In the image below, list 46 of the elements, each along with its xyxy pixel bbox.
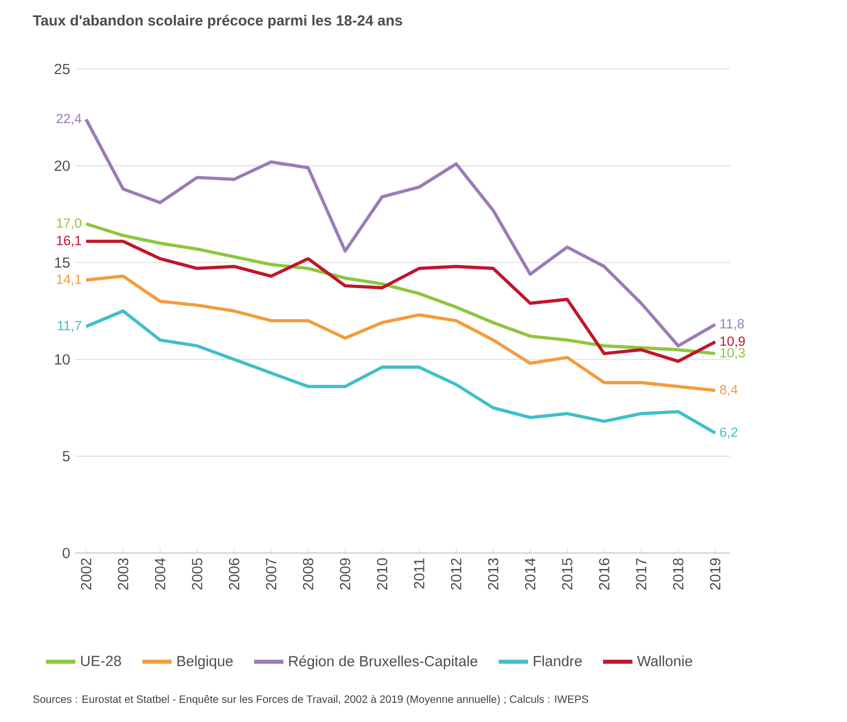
x-tick-label: 2011 xyxy=(414,558,424,589)
x-tick-label: 2017 xyxy=(636,558,646,590)
legend-label: Flandre xyxy=(534,655,582,666)
x-tick-label: 2019 xyxy=(710,558,720,590)
x-tick-label: 2010 xyxy=(376,558,388,590)
x-tick-label: 2014 xyxy=(524,558,536,590)
line-series xyxy=(84,240,717,363)
legend-label: Région de Bruxelles-Capitale xyxy=(289,655,478,670)
data-label: 14,1 xyxy=(56,274,82,286)
x-tick-label: 2008 xyxy=(302,558,314,590)
source-note: Sources : Eurostat et Statbel - Enquête sur les Forces de Travail, 2002 à 2019 (Moyenne annuelle) ; Calculs : IWEPS xyxy=(33,694,588,706)
legend-label: UE-28 xyxy=(81,656,121,666)
x-tick-label: 2005 xyxy=(192,558,202,590)
y-tick-label: 15 xyxy=(55,257,70,268)
x-tick-label: 2009 xyxy=(340,558,350,590)
x-tick-label: 2013 xyxy=(488,558,498,590)
data-label: 11,8 xyxy=(720,319,744,330)
chart-title: Taux d'abandon scolaire précoce parmi les 18-24 ans xyxy=(32,14,402,28)
x-tick-label: 2016 xyxy=(599,558,610,590)
data-label: 17,0 xyxy=(56,218,82,230)
y-tick-label: 20 xyxy=(54,160,70,171)
x-tick-label: 2006 xyxy=(228,558,240,590)
x-tick-label: 2007 xyxy=(266,558,276,590)
line-series xyxy=(84,118,717,348)
x-tick-label: 2015 xyxy=(562,558,572,590)
line-series xyxy=(84,274,717,392)
data-label: 11,7 xyxy=(58,321,82,332)
data-label: 22,4 xyxy=(56,114,82,125)
y-tick-label: 5 xyxy=(62,451,70,462)
x-tick-label: 2004 xyxy=(154,558,166,590)
data-label: 8,4 xyxy=(720,384,738,396)
x-tick-label: 2003 xyxy=(118,558,128,590)
line-series xyxy=(84,309,717,435)
legend-label: Wallonie xyxy=(637,655,692,666)
data-label: 16,1 xyxy=(56,236,82,247)
data-label: 10,3 xyxy=(720,348,745,360)
x-tick-label: 2012 xyxy=(450,558,462,590)
x-tick-label: 2002 xyxy=(80,558,92,590)
data-label: 10,9 xyxy=(720,336,745,348)
x-tick-label: 2018 xyxy=(673,558,684,590)
data-label: 6,2 xyxy=(720,427,738,438)
legend-label: Belgique xyxy=(178,655,233,670)
y-tick-label: 0 xyxy=(62,548,70,558)
y-tick-label: 25 xyxy=(54,64,70,74)
y-tick-label: 10 xyxy=(55,354,70,365)
line-series xyxy=(84,222,717,356)
